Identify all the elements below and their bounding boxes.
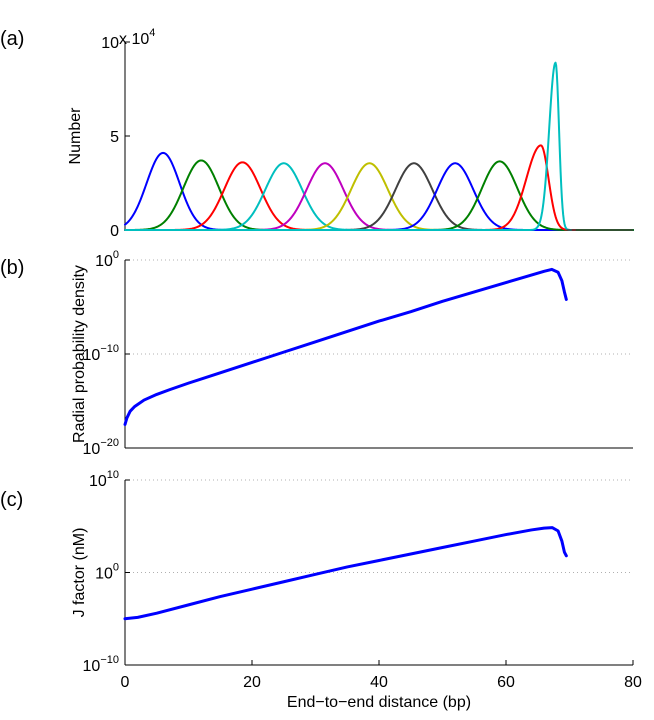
y-tick-label-2-0: 1010 — [89, 469, 119, 490]
y-tick-label-0-1: 5 — [110, 129, 119, 146]
y-tick-label-2-2: 10−10 — [83, 654, 119, 675]
x-tick-label-2-4: 80 — [624, 674, 642, 691]
panel-label-2: (c) — [0, 489, 23, 511]
y-multiplier-0: x 104 — [119, 27, 155, 48]
y-tick-label-2-1: 100 — [95, 562, 119, 583]
y-tick-label-0-0: 0 — [110, 223, 119, 240]
x-tick-label-2-3: 60 — [497, 674, 515, 691]
series-line-0-10 — [124, 61, 573, 231]
x-tick-label-2-1: 20 — [243, 674, 261, 691]
series-line-0-9 — [124, 144, 577, 231]
series-line-1-0 — [123, 267, 568, 426]
panel-label-1: (b) — [0, 257, 24, 279]
x-axis-label-2: End−to−end distance (bp) — [287, 694, 471, 711]
series-line-2-0 — [123, 526, 568, 621]
y-tick-label-0-2: 10 — [101, 35, 119, 52]
y-axis-label-2: J factor (nM) — [71, 528, 88, 618]
y-axis-label-1: Radial probability density — [71, 265, 88, 443]
x-tick-label-2-0: 0 — [121, 674, 130, 691]
x-tick-label-2-2: 40 — [370, 674, 388, 691]
y-tick-label-1-1: 10−10 — [83, 343, 119, 364]
y-axis-label-0: Number — [67, 107, 84, 165]
y-tick-label-1-2: 10−20 — [83, 437, 119, 458]
y-tick-label-1-0: 100 — [95, 249, 119, 270]
panel-label-0: (a) — [0, 28, 24, 50]
